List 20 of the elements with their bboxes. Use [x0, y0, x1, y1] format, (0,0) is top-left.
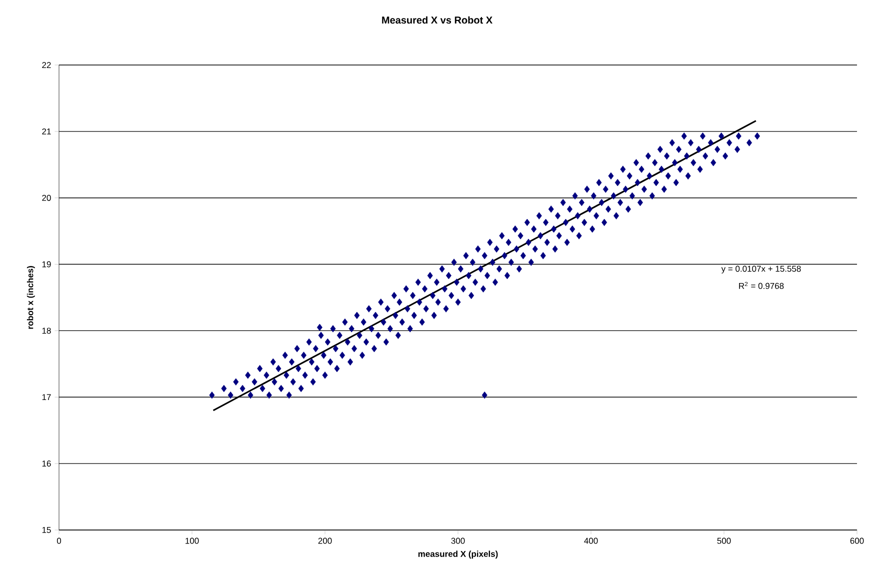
annotation: y = 0.0107x + 15.558 — [721, 266, 801, 274]
annotation: R$^{2}$ = 0.9768 — [739, 282, 784, 289]
y-tick-label: 22 — [42, 62, 51, 68]
y-tick-label: 20 — [42, 194, 51, 201]
x-tick-label: 300 — [451, 538, 465, 544]
x-tick-label: 400 — [584, 538, 598, 544]
y-tick-label: 17 — [42, 394, 51, 400]
x-tick-label: 500 — [717, 538, 731, 544]
y-tick-label: 19 — [42, 261, 51, 268]
y-axis-title: robot x (inches) — [26, 266, 35, 329]
y-tick-label: 15 — [42, 527, 51, 533]
x-tick-label: 200 — [318, 538, 332, 544]
y-tick-label: 21 — [42, 128, 51, 134]
y-tick-label: 16 — [42, 460, 51, 467]
x-tick-label: 0 — [56, 538, 62, 544]
x-tick-label: 600 — [850, 538, 864, 544]
x-axis-title: measured X (pixels) — [418, 550, 498, 559]
chart-title: Measured X vs Robot X — [382, 16, 492, 24]
x-tick-label: 100 — [186, 538, 199, 544]
y-tick-label: 18 — [42, 328, 51, 334]
